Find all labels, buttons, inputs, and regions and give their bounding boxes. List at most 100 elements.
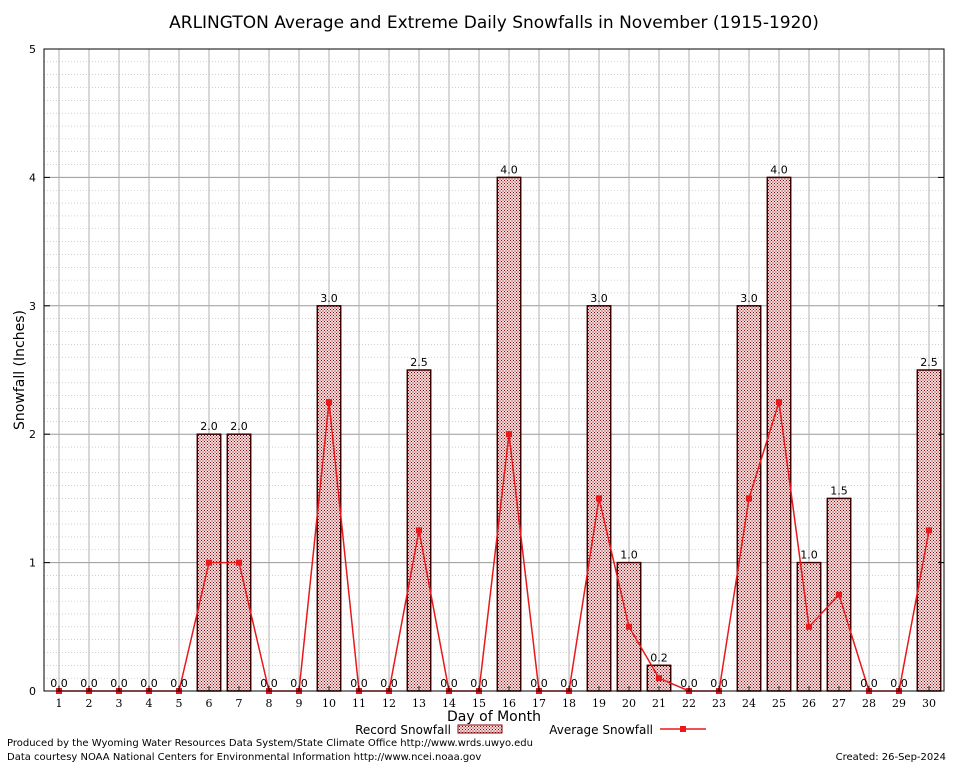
plot-frame: [43, 48, 945, 692]
bar-value-label: 0.0: [50, 677, 68, 690]
x-tick-label: 19: [592, 697, 606, 710]
bar-value-label: 4.0: [770, 163, 788, 176]
average-point-day-6: [206, 559, 212, 566]
bar-value-label: 0.0: [140, 677, 158, 690]
x-tick-label: 25: [772, 697, 786, 710]
x-tick-label: 16: [502, 697, 516, 710]
bar-value-label: 0.0: [680, 677, 698, 690]
chart-title: ARLINGTON Average and Extreme Daily Snow…: [169, 13, 819, 33]
x-tick-label: 7: [236, 697, 243, 710]
x-tick-label: 4: [146, 697, 153, 710]
bar-value-label: 0.0: [560, 677, 578, 690]
x-tick-label: 13: [412, 697, 426, 710]
x-tick-label: 24: [742, 697, 756, 710]
x-tick-label: 28: [862, 697, 876, 710]
x-tick-label: 30: [922, 697, 936, 710]
x-tick-label: 20: [622, 697, 636, 710]
bar-value-label: 2.0: [230, 420, 248, 433]
bar-value-label: 0.0: [470, 677, 488, 690]
bar-value-label: 0.0: [890, 677, 908, 690]
x-tick-label: 27: [832, 697, 846, 710]
bar-value-label: 0.0: [710, 677, 728, 690]
average-snowfall-line: [59, 401, 930, 692]
x-tick-label: 3: [116, 697, 123, 710]
bar-value-label: 0.0: [860, 677, 878, 690]
bar-value-label: 3.0: [320, 292, 338, 305]
bar-value-labels: 0.0 0.0 0.0 0.0 0.0 2.0 2.0 0.0 0.0 3.0 0.0 0.0 2.5 0…: [50, 163, 938, 690]
average-point-day-13: [416, 527, 422, 534]
x-tick-label: 15: [472, 697, 486, 710]
x-tick-label: 9: [296, 697, 303, 710]
x-tick-label: 21: [652, 697, 666, 710]
bar-value-label: 3.0: [740, 292, 758, 305]
bar-value-label: 0.0: [440, 677, 458, 690]
average-point-day-27: [836, 591, 842, 598]
bar-value-label: 1.5: [830, 484, 848, 497]
bar-value-label: 0.0: [530, 677, 548, 690]
x-tick-label: 2: [86, 697, 93, 710]
x-tick-label: 6: [206, 697, 213, 710]
average-point-day-26: [806, 623, 812, 630]
y-tick-label: 1: [29, 557, 36, 570]
bar-value-label: 0.0: [110, 677, 128, 690]
y-axis-ticks: 0 1 2 3 4 5: [29, 43, 944, 698]
x-tick-label: 14: [442, 697, 456, 710]
x-tick-label: 1: [56, 697, 63, 710]
x-tick-label: 5: [176, 697, 183, 710]
average-point-day-25: [776, 399, 782, 406]
bar-value-label: 2.0: [200, 420, 218, 433]
x-tick-label: 26: [802, 697, 816, 710]
bar-value-label: 0.0: [380, 677, 398, 690]
created-date: Created: 26-Sep-2024: [835, 752, 946, 763]
average-point-day-19: [596, 495, 602, 502]
x-axis-ticks: 1 2 3 4 5 6 7 8 9 10 11 12 13 14 15 16 17 18 19 20 21 22 23 24 2…: [56, 686, 936, 710]
record-bar-day-25: [766, 176, 792, 692]
x-tick-label: 12: [382, 697, 396, 710]
grid-lines: [44, 49, 944, 691]
bar-value-label: 3.0: [590, 292, 608, 305]
average-point-day-21: [656, 675, 662, 682]
bar-value-label: 0.2: [650, 651, 668, 664]
y-tick-label: 3: [29, 300, 36, 313]
average-point-day-10: [326, 399, 332, 406]
x-tick-label: 18: [562, 697, 576, 710]
y-tick-label: 2: [29, 428, 36, 441]
x-tick-label: 17: [532, 697, 546, 710]
x-axis-label: Day of Month: [447, 709, 541, 725]
legend-average-marker: [680, 726, 686, 732]
record-bar-day-10: [316, 305, 342, 692]
average-point-day-16: [506, 431, 512, 438]
legend-record-label: Record Snowfall: [355, 723, 451, 737]
y-tick-label: 4: [29, 171, 36, 184]
legend-average-label: Average Snowfall: [549, 723, 653, 737]
average-point-day-7: [236, 559, 242, 566]
data-courtesy-note: Data courtesy NOAA National Centers for …: [7, 752, 482, 763]
average-point-day-20: [626, 623, 632, 630]
bar-value-label: 4.0: [500, 163, 518, 176]
bar-value-label: 0.0: [350, 677, 368, 690]
legend-record-swatch: [457, 724, 503, 734]
x-tick-label: 10: [322, 697, 336, 710]
x-tick-label: 11: [352, 697, 366, 710]
x-tick-label: 23: [712, 697, 726, 710]
bar-value-label: 0.0: [290, 677, 308, 690]
bar-value-label: 2.5: [410, 356, 428, 369]
bar-value-label: 1.0: [800, 549, 818, 562]
bar-value-label: 0.0: [170, 677, 188, 690]
producer-note: Produced by the Wyoming Water Resources …: [7, 738, 533, 749]
bar-value-label: 0.0: [80, 677, 98, 690]
x-tick-label: 22: [682, 697, 696, 710]
x-tick-label: 8: [266, 697, 273, 710]
y-axis-label: Snowfall (Inches): [12, 310, 28, 430]
legend: Record Snowfall Average Snowfall: [355, 723, 706, 737]
average-point-day-30: [926, 527, 932, 534]
x-tick-label: 29: [892, 697, 906, 710]
bar-value-label: 2.5: [920, 356, 938, 369]
bar-value-label: 1.0: [620, 549, 638, 562]
y-tick-label: 5: [29, 43, 36, 56]
bar-value-label: 0.0: [260, 677, 278, 690]
y-tick-label: 0: [29, 685, 36, 698]
record-bars: [196, 176, 942, 692]
average-point-day-24: [746, 495, 752, 502]
